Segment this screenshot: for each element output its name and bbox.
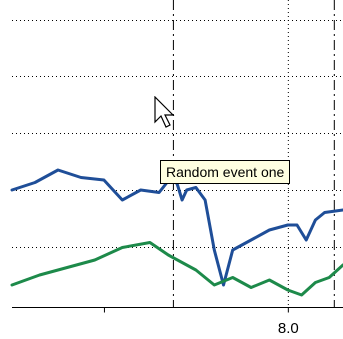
grid-lines bbox=[12, 0, 343, 308]
series-line-1 bbox=[10, 168, 343, 287]
event-markers bbox=[172, 0, 335, 308]
series-line-2 bbox=[10, 241, 343, 297]
event-tooltip: Random event one bbox=[160, 160, 291, 184]
arrow-pointer-icon bbox=[154, 96, 175, 128]
series-lines bbox=[10, 168, 343, 297]
x-axis-ticks: 8.0 bbox=[103, 307, 299, 337]
x-tick-label: 8.0 bbox=[278, 320, 299, 337]
